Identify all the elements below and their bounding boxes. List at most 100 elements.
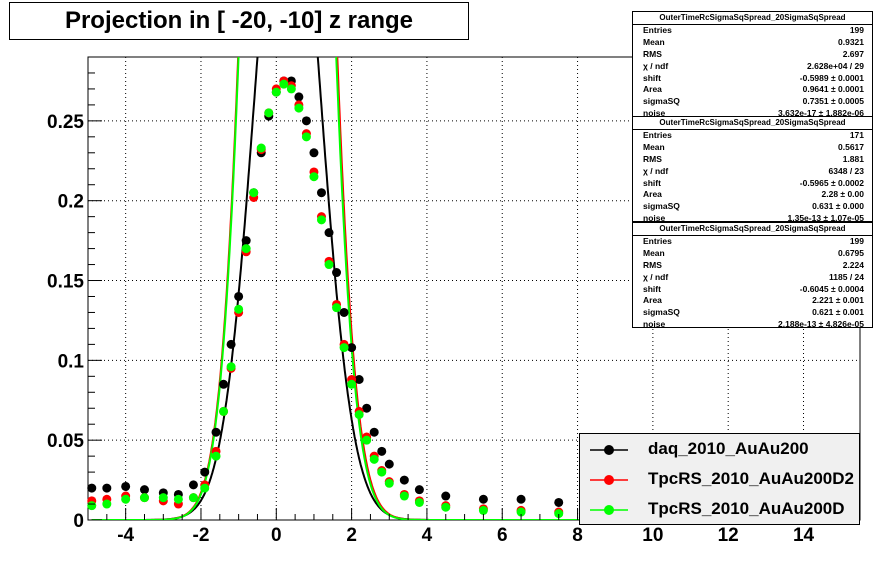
data-point — [301, 116, 311, 126]
data-point — [219, 406, 229, 416]
data-point — [324, 228, 334, 238]
stat-label: χ / ndf — [643, 165, 669, 176]
stat-value: 6348 / 23 — [828, 165, 864, 176]
stat-row: sigmaSQ 0.7351 ± 0.0005 — [633, 96, 872, 108]
data-point — [316, 215, 326, 225]
stat-value: 171 — [849, 130, 864, 140]
x-tick-label: 0 — [271, 525, 282, 546]
stat-label: χ / ndf — [643, 60, 669, 71]
data-point — [478, 494, 488, 504]
data-point — [478, 505, 488, 515]
data-point — [399, 491, 409, 501]
y-tick-label: 0.2 — [58, 192, 84, 213]
stat-row: Area 2.28 ± 0.00 — [633, 189, 872, 201]
axes: -4 -2 0 2 4 6 8 10 12 14 0 0.05 0.1 0.15 0.2 0.25 — [47, 72, 861, 546]
data-point — [211, 451, 221, 461]
data-point — [200, 467, 210, 477]
fit-curve — [91, 57, 616, 520]
stat-box-tpcrs-d2: OuterTimeRcSigmaSqSpread_20SigmaSqSpread… — [632, 116, 873, 223]
data-point — [332, 303, 342, 313]
stat-value: 199 — [849, 25, 864, 35]
data-point — [414, 497, 424, 507]
data-point — [294, 92, 304, 102]
stat-label: noise — [643, 319, 666, 330]
data-point — [384, 459, 394, 469]
x-tick-label: 8 — [572, 525, 583, 546]
x-tick-label: 12 — [718, 525, 739, 546]
legend-marker-icon — [590, 505, 628, 515]
stat-label: RMS — [643, 153, 662, 164]
stat-label: sigmaSQ — [643, 201, 680, 212]
data-point — [241, 236, 251, 246]
stat-row: shift -0.5965 ± 0.0002 — [633, 178, 872, 190]
data-point — [362, 435, 372, 445]
data-point — [369, 427, 379, 437]
legend-label: TpcRS_2010_AuAu200D2 — [648, 469, 854, 488]
stat-row: Entries 199 — [633, 236, 872, 248]
stat-value: 0.5617 — [838, 141, 864, 152]
stat-value: -0.6045 ± 0.0004 — [799, 283, 864, 294]
data-point — [377, 446, 387, 456]
data-point — [173, 494, 183, 504]
data-point — [516, 507, 526, 517]
stat-row: sigmaSQ 0.621 ± 0.001 — [633, 307, 872, 319]
data-point — [219, 379, 229, 389]
stat-box-tpcrs-d: OuterTimeRcSigmaSqSpread_20SigmaSqSpread… — [632, 222, 873, 330]
legend-label: daq_2010_AuAu200 — [648, 439, 809, 458]
stat-box-title: OuterTimeRcSigmaSqSpread_20SigmaSqSpread — [633, 223, 872, 236]
y-tick-label: 0 — [73, 511, 84, 532]
data-point — [271, 87, 281, 97]
stat-label: shift — [643, 283, 661, 294]
data-point — [294, 103, 304, 113]
data-point — [234, 304, 244, 314]
data-point — [516, 494, 526, 504]
data-point — [441, 502, 451, 512]
stat-value: 0.631 ± 0.000 — [812, 201, 864, 212]
data-point — [554, 509, 564, 519]
data-point — [362, 403, 372, 413]
stat-value: 1.881 — [842, 153, 864, 164]
stat-row: RMS 1.881 — [633, 154, 872, 166]
data-point — [339, 307, 349, 317]
stat-value: 1185 / 24 — [829, 271, 864, 282]
stat-row: RMS 2.697 — [633, 49, 872, 61]
stat-row: Entries 171 — [633, 130, 872, 142]
stat-value: 2.224 — [842, 259, 864, 270]
stat-value: 2.28 ± 0.00 — [821, 189, 864, 200]
data-point — [309, 148, 319, 158]
chart-title: Projection in [ -20, -10] z range — [9, 2, 469, 40]
legend-entry: TpcRS_2010_AuAu200D2 — [580, 465, 859, 495]
stat-value: 3.632e-17 ± 1.882e-06 — [778, 108, 864, 119]
data-point — [369, 454, 379, 464]
data-point — [241, 244, 251, 254]
data-point — [121, 481, 131, 491]
stat-value: 0.9321 — [838, 36, 864, 47]
stat-label: Area — [643, 84, 662, 95]
stat-value: -0.5989 ± 0.0001 — [799, 72, 864, 83]
x-tick-label: -4 — [117, 525, 134, 546]
data-point — [339, 343, 349, 353]
data-point — [158, 493, 168, 503]
stat-value: 0.9641 ± 0.0001 — [802, 84, 864, 95]
data-point — [226, 362, 236, 372]
data-point — [121, 494, 131, 504]
legend-marker-icon — [590, 475, 628, 485]
stat-value: 2.628e+04 / 29 — [807, 60, 864, 71]
data-point — [102, 483, 112, 493]
data-point — [188, 493, 198, 503]
data-point — [226, 339, 236, 349]
x-tick-label: -2 — [193, 525, 210, 546]
data-point — [301, 132, 311, 142]
stat-row: shift -0.6045 ± 0.0004 — [633, 284, 872, 296]
legend-label: TpcRS_2010_AuAu200D — [648, 499, 845, 518]
stat-label: RMS — [643, 259, 662, 270]
data-point — [139, 493, 149, 503]
fit-curves — [91, 57, 616, 520]
data-point — [279, 79, 289, 89]
stat-label: RMS — [643, 48, 662, 59]
legend-entry: daq_2010_AuAu200 — [580, 435, 859, 465]
stat-label: Mean — [643, 141, 665, 152]
data-point — [324, 260, 334, 270]
data-point — [256, 143, 266, 153]
stat-label: noise — [643, 108, 666, 119]
